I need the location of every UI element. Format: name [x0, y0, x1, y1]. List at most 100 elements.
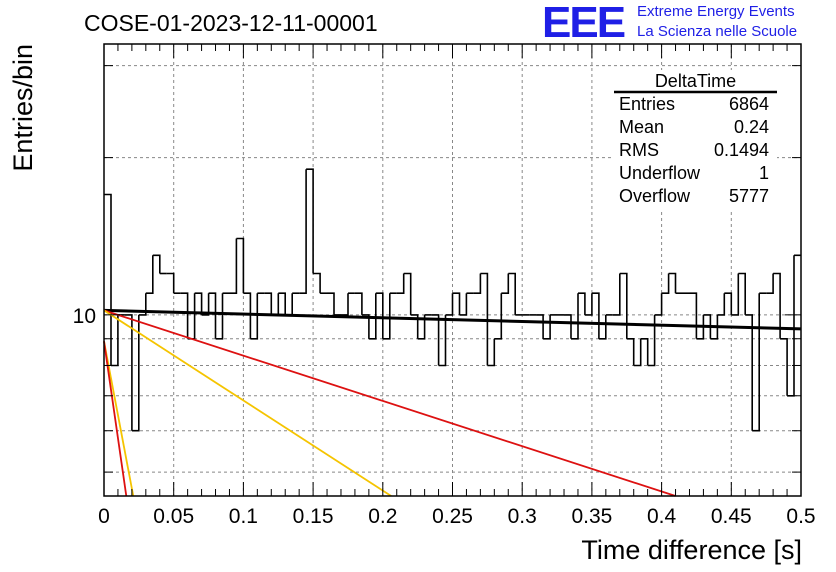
histogram-bin	[647, 314, 656, 367]
histogram-bin	[166, 272, 175, 294]
histogram-bin	[654, 293, 663, 316]
histogram-bin	[487, 338, 496, 367]
histogram-bin	[598, 314, 607, 340]
histogram-bin	[445, 293, 454, 316]
y-tick-labels: 10	[73, 305, 96, 328]
x-tick-label: 0.25	[432, 505, 473, 528]
histogram-bin	[752, 293, 760, 432]
axis-ticks	[103, 44, 802, 496]
histogram-bin	[612, 273, 621, 316]
fit-line	[103, 309, 392, 497]
stats-label: Overflow	[619, 186, 691, 206]
histogram-bin	[731, 273, 740, 316]
histogram-bin	[766, 273, 774, 294]
histogram-bin	[145, 255, 154, 294]
histogram-bin	[131, 314, 140, 432]
histogram-bin	[152, 254, 161, 274]
histogram-bin	[327, 292, 335, 315]
histogram-bin	[473, 273, 482, 294]
stats-box: DeltaTime Entries 6864 Mean 0.24 RMS 0.1494 Und…	[614, 70, 777, 212]
histogram-bin	[278, 292, 286, 315]
x-tick-label: 0.15	[293, 505, 334, 528]
histogram-bin	[787, 255, 795, 397]
histogram-bin	[361, 314, 370, 339]
stats-value: 1	[759, 163, 769, 183]
histogram-bin	[194, 292, 203, 315]
x-tick-label: 0.1	[229, 505, 258, 528]
histogram-bin	[285, 293, 293, 316]
fit-line	[103, 341, 135, 497]
histogram-bin	[564, 314, 572, 339]
histogram-bin	[208, 292, 217, 339]
histogram-bin	[354, 292, 363, 315]
histogram-bin	[578, 292, 586, 315]
histogram-bin	[661, 273, 670, 294]
histogram-bin	[626, 338, 635, 366]
histogram-bin	[689, 292, 698, 339]
histogram-bin	[640, 338, 649, 366]
stats-value: 0.24	[734, 117, 769, 137]
histogram-bin	[375, 292, 384, 339]
x-tick-label: 0.5	[786, 505, 815, 528]
histogram-bin	[591, 292, 600, 339]
histogram-bin	[543, 314, 551, 340]
logo-text-line2: La Scienza nelle Scuole	[637, 23, 798, 40]
histogram-bin	[229, 238, 238, 294]
y-axis-label: Entries/bin	[8, 44, 38, 172]
fit-lines	[103, 308, 802, 497]
stats-label: RMS	[619, 140, 659, 160]
histogram-bin	[480, 272, 489, 366]
histogram-bin	[452, 292, 461, 315]
x-tick-label: 0.2	[368, 505, 397, 528]
histogram-bin	[104, 193, 112, 366]
stats-value: 0.1494	[714, 140, 769, 160]
x-tick-label: 0.35	[571, 505, 612, 528]
histogram-bin	[403, 272, 412, 315]
histogram-bin	[111, 314, 119, 367]
histogram-bin	[250, 293, 259, 340]
histogram-bin	[696, 314, 705, 340]
histogram-bin	[633, 338, 642, 367]
histogram-bin	[382, 293, 391, 340]
histogram-bin	[299, 169, 307, 294]
x-tick-label: 0.05	[153, 505, 194, 528]
stats-value: 6864	[729, 94, 769, 114]
histogram-bin	[619, 272, 628, 339]
stats-value: 5777	[729, 186, 769, 206]
y-tick-label: 10	[73, 305, 96, 328]
x-tick-label: 0	[98, 505, 110, 528]
fit-line	[103, 308, 802, 331]
histogram-bin	[501, 273, 510, 294]
histogram-bin	[738, 272, 746, 315]
histogram-bin	[494, 293, 503, 340]
stats-box-title: DeltaTime	[655, 71, 736, 91]
histogram-bin	[180, 292, 189, 339]
histogram-bin	[717, 293, 726, 316]
histogram-bin	[571, 293, 579, 340]
histogram-bin	[264, 292, 273, 315]
histogram-bin	[780, 338, 788, 396]
histogram-bin	[271, 293, 280, 316]
histogram-bin	[536, 314, 544, 339]
x-axis-label: Time difference [s]	[581, 535, 802, 565]
histogram-bin	[438, 314, 447, 367]
histogram-bin	[703, 314, 712, 339]
histogram-bin	[124, 314, 133, 431]
histogram-bin	[396, 273, 405, 294]
histogram-bin	[368, 293, 377, 340]
histogram-bin	[243, 292, 252, 339]
stats-label: Mean	[619, 117, 664, 137]
histogram-bin	[724, 292, 733, 315]
histogram-bin	[313, 272, 321, 294]
histogram-bin	[773, 272, 781, 339]
histogram-bin	[668, 272, 677, 294]
x-tick-label: 0.3	[508, 505, 537, 528]
chart-title: COSE-01-2023-12-11-00001	[84, 10, 378, 36]
x-tick-label: 0.45	[711, 505, 752, 528]
histogram-bin	[215, 293, 224, 340]
histogram-bin	[710, 314, 719, 340]
histogram-bin	[201, 293, 210, 316]
histogram-bin	[236, 237, 245, 294]
histogram-bin	[341, 293, 349, 316]
histogram-bin	[508, 272, 516, 315]
